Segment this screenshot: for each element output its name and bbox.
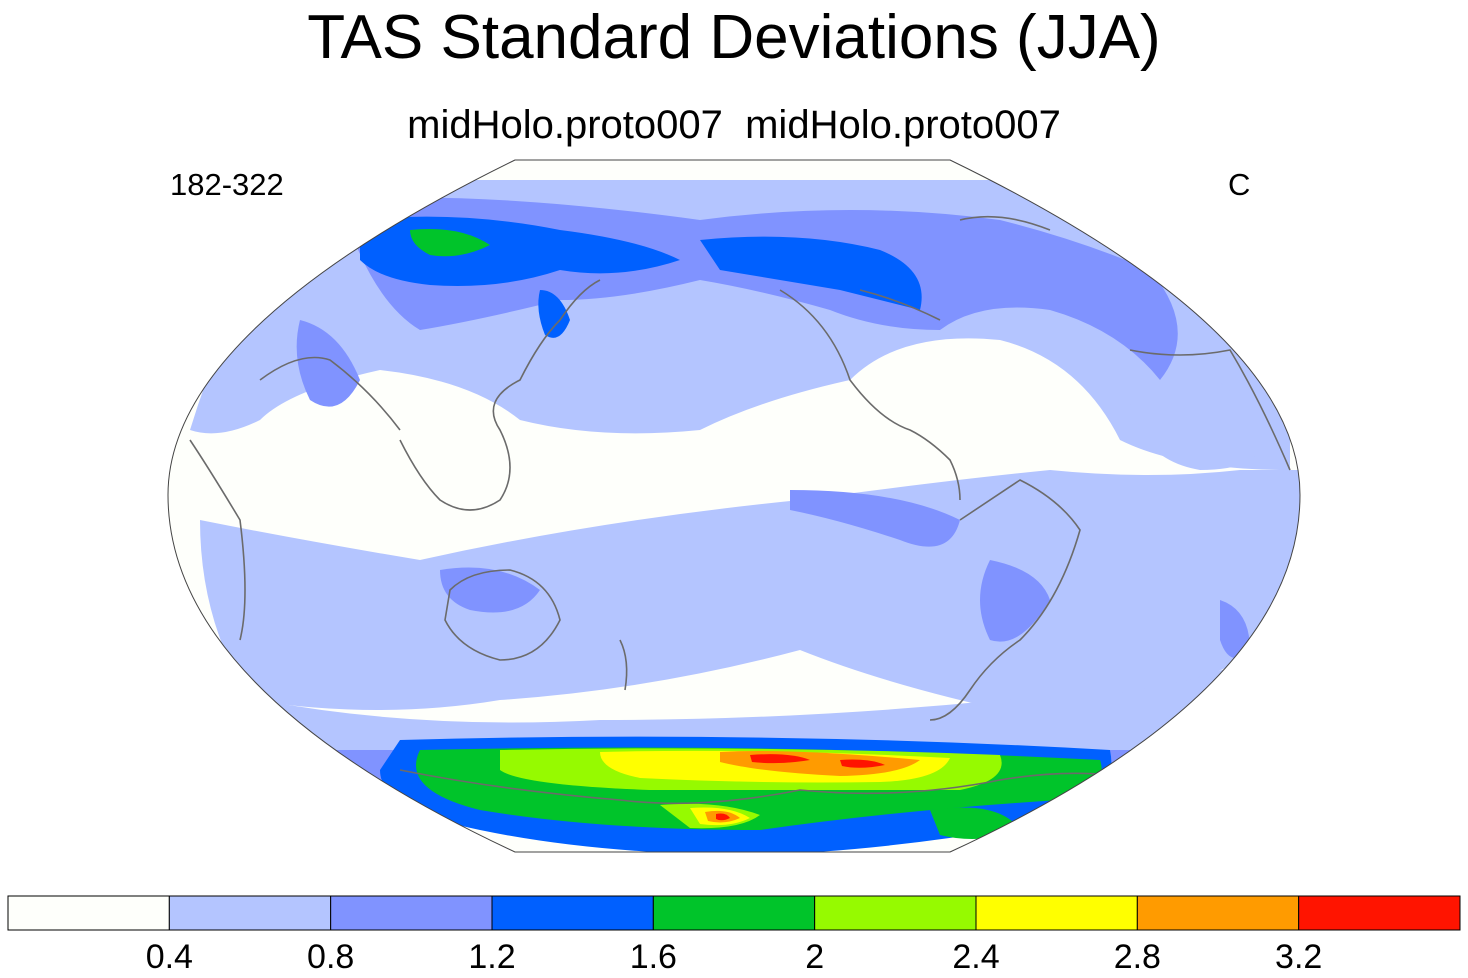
colorbar-box-2 [330,895,493,931]
colorbar-tick-label: 2 [805,938,824,976]
colorbar-tick-label: 0.8 [307,938,354,976]
figure-title: TAS Standard Deviations (JJA) [307,3,1161,72]
colorbar-box-6 [975,895,1138,931]
colorbar: 0.4 0.8 1.2 1.6 2 2.4 2.8 3.2 [7,895,1461,976]
year-range-label: 182-322 [170,167,284,202]
colorbar-box-5 [814,895,977,931]
contour-level-8 [716,754,885,821]
colorbar-box-0 [7,895,170,931]
colorbar-tick-label: 2.8 [1114,938,1161,976]
colorbar-box-7 [1136,895,1300,931]
colorbar-tick-label: 0.4 [146,938,193,976]
colorbar-tick-label: 1.2 [468,938,515,976]
colorbar-box-1 [168,895,332,931]
contour-fill [168,160,1300,852]
map-border [167,159,1301,853]
colorbar-box-8 [1298,895,1461,931]
units-label: C [1228,167,1251,202]
colorbar-tick-label: 3.2 [1275,938,1322,976]
colorbar-box-3 [491,895,654,931]
colorbar-tick-label: 2.4 [952,938,999,976]
colorbar-tick-label: 1.6 [630,938,677,976]
figure-subtitle: midHolo.proto007 midHolo.proto007 [407,103,1061,147]
coastlines [189,215,1291,805]
colorbar-box-4 [652,895,816,931]
